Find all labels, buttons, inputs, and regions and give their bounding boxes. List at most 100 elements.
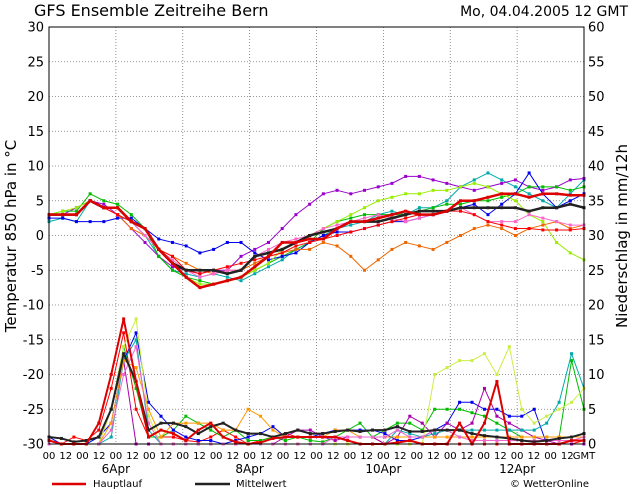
temp-member-8-point — [239, 261, 243, 265]
precip-member-3-point — [184, 435, 188, 439]
precip-member-3-point — [246, 435, 250, 439]
temp-member-8-point — [280, 251, 284, 255]
precip-member-6-point — [122, 345, 126, 349]
temp-member-2-point — [500, 181, 504, 185]
temp-member-4-point — [212, 247, 216, 251]
precip-member-8-point — [346, 435, 350, 439]
temp-member-8-point — [349, 230, 353, 234]
precip-member-8-point — [370, 435, 374, 439]
precip-mittelwert-point — [259, 432, 263, 436]
precip-member-1-point — [97, 428, 101, 432]
y-tick-right: 30 — [588, 229, 605, 244]
precip-mittelwert-point — [221, 421, 225, 425]
temp-member-8-point — [500, 223, 504, 227]
temp-mittelwert-point — [472, 206, 476, 210]
temp-mittelwert-point — [486, 206, 490, 210]
precip-hauptlauf-point — [482, 421, 486, 425]
temp-member-4-point — [568, 199, 572, 203]
precip-hauptlauf-point — [134, 379, 138, 383]
precip-member-8-point — [147, 421, 151, 425]
temp-member-3-point — [459, 202, 463, 206]
y-tick-left: 10 — [27, 160, 44, 175]
plot-frame — [48, 26, 585, 445]
temp-member-3-point — [541, 185, 545, 189]
x-tick-hour: 00 — [243, 451, 256, 462]
precip-member-1-point — [122, 331, 126, 335]
y-tick-right: 40 — [588, 160, 605, 175]
temp-member-8-point — [198, 272, 202, 276]
precip-mittelwert-point — [445, 428, 449, 432]
y-axis-left: 30 25 20 15 10 5 0 -5 -10 -15 -20 -25 -30 — [23, 21, 44, 453]
precip-member-5-line — [49, 339, 585, 445]
precip-member-6-point — [557, 407, 561, 411]
temp-hauptlauf-point — [253, 265, 257, 269]
temp-mittelwert-point — [266, 251, 270, 255]
temp-member-4-point — [198, 251, 202, 255]
temp-member-1-point — [541, 199, 545, 203]
temp-member-6-point — [349, 254, 353, 258]
temp-member-7-point — [321, 227, 325, 231]
precip-member-3-point — [532, 407, 536, 411]
precip-mittelwert-point — [59, 436, 63, 440]
precip-member-2-point — [570, 359, 574, 363]
precip-member-5-point — [433, 432, 437, 436]
temp-hauptlauf-point — [170, 261, 174, 265]
precip-hauptlauf-point — [321, 435, 325, 439]
temp-member-1-point — [500, 178, 504, 182]
temp-member-6-point — [129, 227, 133, 231]
y-tick-left: -10 — [23, 299, 44, 314]
temp-member-5-point — [390, 195, 394, 199]
temp-member-6-point — [541, 223, 545, 227]
precip-hauptlauf-point — [109, 373, 113, 376]
precip-mittelwert-point — [507, 436, 511, 440]
x-tick-hour: 12 — [394, 451, 407, 462]
temp-member-8-point — [376, 223, 380, 227]
temp-hauptlauf-line — [49, 192, 584, 289]
temp-hauptlauf-point — [143, 227, 147, 231]
temp-mittelwert-point — [459, 206, 463, 210]
temp-member-2-point — [239, 254, 243, 258]
precip-member-6-point — [433, 373, 437, 376]
temp-hauptlauf-point — [417, 213, 421, 217]
precip-mittelwert-point — [370, 428, 374, 432]
precip-mittelwert-point — [196, 432, 200, 436]
temp-hauptlauf-point — [74, 213, 78, 217]
temp-member-5-point — [472, 181, 476, 185]
precip-member-7-point — [221, 428, 225, 432]
temp-member-4-point — [239, 240, 243, 244]
temp-member-7-point — [417, 216, 421, 220]
temp-member-5-point — [459, 185, 463, 189]
temp-mittelwert-point — [568, 202, 572, 206]
temp-hauptlauf-point — [239, 275, 243, 279]
precip-member-3-point — [171, 428, 175, 432]
temp-member-5-point — [568, 251, 572, 255]
x-tick-hour: 00 — [110, 451, 123, 462]
precip-member-6-point — [134, 317, 138, 321]
temp-member-8-point — [335, 234, 339, 237]
temp-mittelwert-point — [527, 209, 531, 213]
temp-hauptlauf-point — [102, 206, 106, 210]
temp-member-5-point — [198, 282, 202, 286]
temp-member-4-point — [74, 220, 78, 224]
temp-member-7-point — [335, 223, 339, 227]
temp-member-6-point — [486, 223, 490, 227]
temp-member-7-point — [527, 213, 531, 217]
precip-member-8-point — [470, 439, 474, 443]
temp-hauptlauf-point — [198, 286, 202, 290]
temp-hauptlauf-point — [459, 199, 463, 203]
temp-member-8-point — [404, 216, 408, 220]
temp-member-3-point — [88, 192, 92, 196]
temp-hauptlauf-point — [431, 213, 435, 217]
precip-member-8-point — [358, 435, 362, 439]
legend: Hauptlauf Mittelwert © WetterOnline — [52, 479, 589, 490]
precip-member-3-point — [395, 439, 399, 443]
precip-hauptlauf-point — [159, 428, 163, 432]
temp-member-3-point — [198, 279, 202, 283]
precip-mittelwert-point — [570, 435, 574, 439]
temp-member-4-point — [321, 234, 325, 237]
precip-mittelwert-point — [84, 439, 88, 443]
temp-member-1-point — [445, 199, 449, 203]
temp-mittelwert-point — [390, 216, 394, 220]
precip-hauptlauf-point — [171, 432, 175, 436]
precip-mittelwert-point — [97, 435, 101, 439]
